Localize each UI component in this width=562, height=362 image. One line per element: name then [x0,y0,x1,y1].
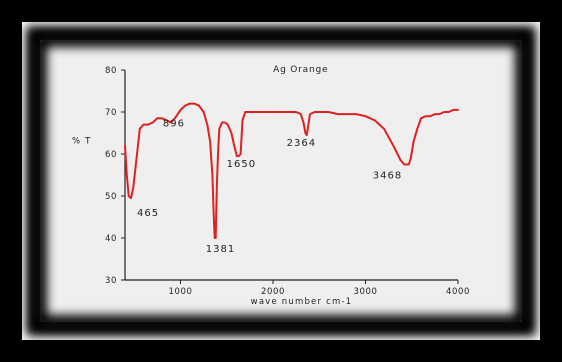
y-axis-label: % T [72,137,92,147]
x-tick-label: 3000 [353,287,377,297]
x-tick-label: 2000 [261,287,285,297]
y-tick-label: 80 [105,66,117,76]
y-tick-label: 50 [105,192,117,202]
x-tick-label: 1000 [168,287,192,297]
x-axis-label: wave number cm-1 [251,297,353,307]
series-line-0 [124,102,459,239]
chart-title: Ag Orange [273,65,328,75]
x-tick-label: 4000 [446,287,470,297]
y-tick-label: 70 [105,108,117,118]
peak-label-3468: 3468 [373,171,402,182]
plot-panel [40,40,522,322]
y-tick-label: 60 [105,150,117,160]
peak-label-465: 465 [137,208,159,219]
peak-label-1381: 1381 [206,244,235,255]
chart: 30 40 50 60 70 80 1000 2000 3000 4000 wave number … [72,65,470,307]
peak-label-896: 896 [163,119,185,130]
panel-shadow [33,33,529,329]
y-tick-label: 30 [105,276,117,286]
peak-label-2364: 2364 [287,138,316,149]
peak-label-1650: 1650 [227,159,256,170]
y-tick-label: 40 [105,234,117,244]
